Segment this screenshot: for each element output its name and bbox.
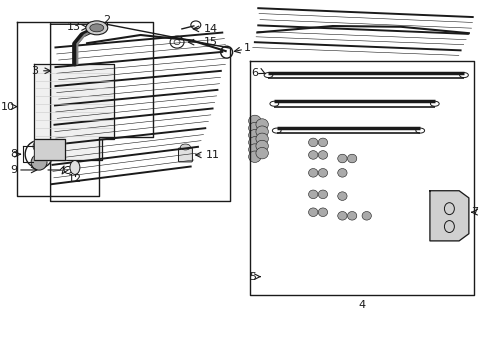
Text: 2: 2 — [103, 15, 110, 24]
Ellipse shape — [248, 122, 261, 134]
Polygon shape — [35, 139, 65, 160]
Text: 14: 14 — [203, 24, 218, 34]
Polygon shape — [34, 64, 114, 160]
Ellipse shape — [31, 154, 47, 170]
Ellipse shape — [248, 137, 261, 148]
Ellipse shape — [255, 126, 268, 138]
Ellipse shape — [361, 212, 370, 220]
Ellipse shape — [318, 190, 327, 199]
Text: 7: 7 — [470, 207, 477, 217]
Ellipse shape — [318, 150, 327, 159]
Text: 4: 4 — [358, 300, 365, 310]
Ellipse shape — [46, 149, 56, 159]
Text: 6: 6 — [251, 68, 258, 78]
Ellipse shape — [248, 115, 261, 127]
Ellipse shape — [308, 168, 317, 177]
Text: 1: 1 — [244, 42, 250, 53]
Ellipse shape — [308, 138, 317, 147]
Text: 10: 10 — [1, 102, 15, 112]
Ellipse shape — [255, 140, 268, 152]
Ellipse shape — [248, 130, 261, 141]
Ellipse shape — [318, 208, 327, 216]
FancyBboxPatch shape — [178, 148, 192, 162]
Text: 5: 5 — [248, 272, 255, 282]
Text: 12: 12 — [68, 174, 82, 184]
Ellipse shape — [318, 138, 327, 147]
Ellipse shape — [255, 119, 268, 130]
Ellipse shape — [337, 154, 346, 163]
Ellipse shape — [337, 168, 346, 177]
Ellipse shape — [308, 208, 317, 216]
Ellipse shape — [308, 190, 317, 199]
Ellipse shape — [255, 147, 268, 159]
Ellipse shape — [337, 212, 346, 220]
Ellipse shape — [70, 161, 80, 175]
Ellipse shape — [248, 144, 261, 155]
Ellipse shape — [255, 133, 268, 145]
Ellipse shape — [347, 154, 356, 163]
Ellipse shape — [33, 140, 45, 152]
Ellipse shape — [248, 151, 261, 162]
Ellipse shape — [86, 21, 107, 35]
Ellipse shape — [308, 150, 317, 159]
Ellipse shape — [347, 212, 356, 220]
Ellipse shape — [318, 168, 327, 177]
Ellipse shape — [337, 192, 346, 201]
Ellipse shape — [180, 144, 190, 150]
Text: 3: 3 — [31, 66, 39, 76]
Text: 15: 15 — [203, 37, 217, 47]
Polygon shape — [429, 191, 468, 241]
Ellipse shape — [90, 24, 103, 32]
Text: 13: 13 — [66, 22, 81, 32]
Text: 8: 8 — [10, 149, 17, 159]
Text: 11: 11 — [206, 150, 220, 160]
Text: 9: 9 — [10, 165, 17, 175]
